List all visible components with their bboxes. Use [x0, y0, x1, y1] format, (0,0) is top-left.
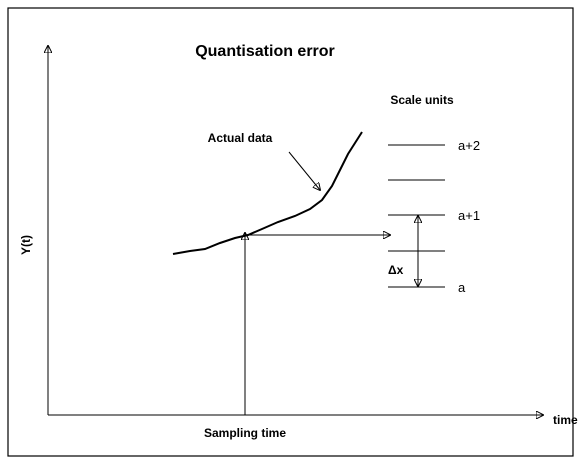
delta-label: Δx	[388, 263, 404, 277]
curve-label: Actual data	[208, 131, 273, 145]
actual-data-curve	[172, 131, 363, 255]
label-pointer	[288, 151, 320, 190]
y-axis-label: Y(t)	[19, 235, 33, 255]
scale-title: Scale units	[390, 93, 454, 107]
level-label: a+2	[458, 138, 480, 153]
level-label: a+1	[458, 208, 480, 223]
title: Quantisation error	[195, 43, 335, 60]
frame	[7, 7, 574, 457]
sampling-label: Sampling time	[204, 426, 286, 440]
x-axis-label: time	[553, 413, 578, 427]
level-label: a	[458, 280, 466, 295]
